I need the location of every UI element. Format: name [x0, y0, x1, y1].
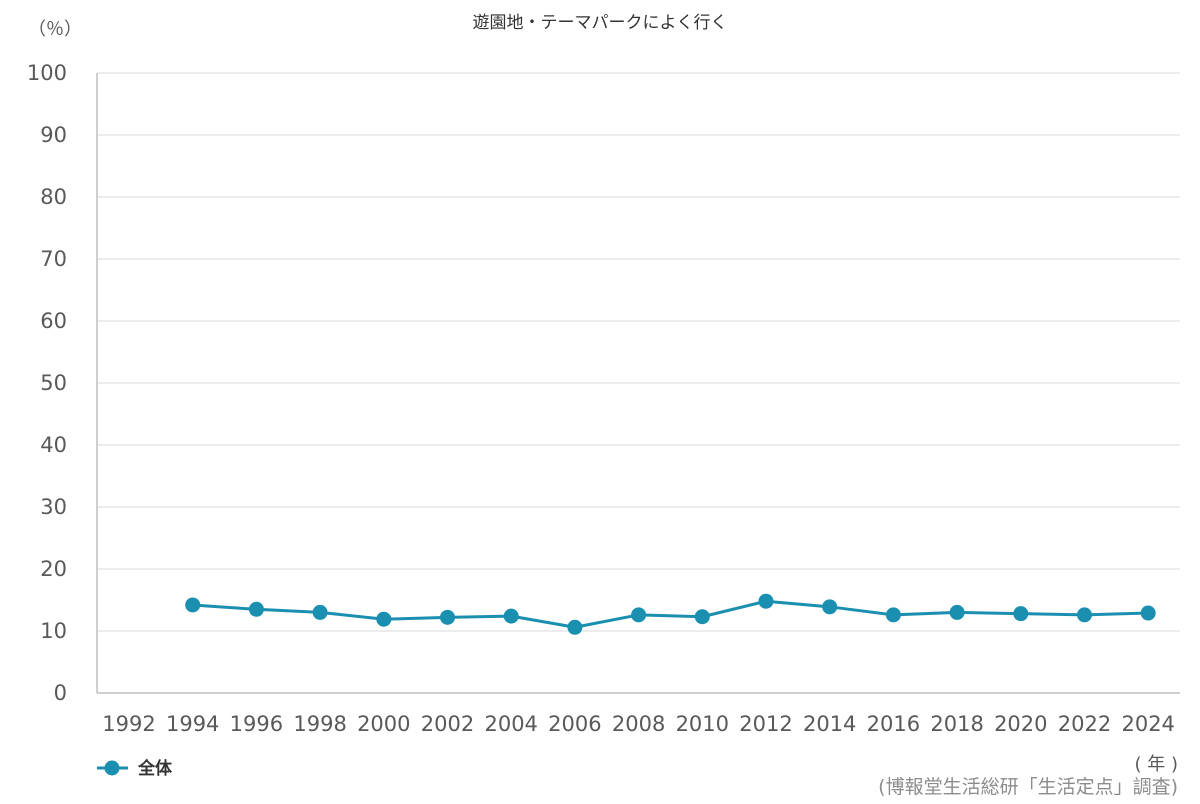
x-tick-label: 1994	[166, 712, 219, 736]
y-tick-label: 60	[40, 309, 67, 333]
data-point	[376, 611, 392, 627]
y-tick-label: 0	[54, 681, 67, 705]
data-point	[822, 599, 838, 615]
y-tick-label: 10	[40, 619, 67, 643]
y-tick-label: 50	[40, 371, 67, 395]
x-axis-ticks: 1992 1994 1996 1998 2000 2002 2004 2006 2008 2010…	[102, 712, 1175, 736]
data-point	[758, 593, 774, 609]
data-point	[694, 609, 710, 625]
data-point	[885, 607, 901, 623]
data-point	[248, 601, 264, 617]
data-point	[567, 619, 583, 635]
y-tick-label: 100	[27, 61, 67, 85]
data-point	[440, 609, 455, 625]
x-tick-label: 2008	[612, 712, 665, 736]
series-line	[192, 599, 1149, 629]
x-tick-label: 2004	[484, 712, 537, 736]
series-layer	[185, 593, 1156, 635]
data-point	[1077, 607, 1092, 623]
y-tick-label: 20	[40, 557, 67, 581]
x-tick-label: 2002	[421, 712, 474, 736]
x-tick-label: 2012	[739, 712, 792, 736]
x-tick-label: 1998	[293, 712, 346, 736]
y-axis-ticks: 0 10 20 30 40 50 60 70 80 90 100	[27, 61, 67, 705]
y-tick-label: 30	[40, 495, 67, 519]
chart-title: 遊園地・テーマパークによく行く	[473, 13, 728, 33]
data-point	[949, 604, 965, 620]
x-axis-unit: ( 年 )	[1135, 754, 1179, 775]
data-point	[312, 604, 328, 620]
x-tick-label: 2020	[994, 712, 1047, 736]
x-tick-label: 2018	[930, 712, 983, 736]
data-point	[1140, 605, 1156, 621]
source-note: (博報堂生活総研「生活定点」調査)	[878, 776, 1178, 798]
y-axis-unit: （％）	[28, 19, 82, 40]
legend-marker-icon	[104, 760, 120, 776]
x-tick-label: 2024	[1121, 712, 1174, 736]
y-tick-label: 80	[40, 185, 67, 209]
x-tick-label: 2010	[676, 712, 729, 736]
x-tick-label: 2022	[1058, 712, 1111, 736]
gridlines	[96, 72, 1180, 694]
data-point	[185, 597, 201, 613]
x-tick-label: 1996	[230, 712, 283, 736]
y-tick-label: 90	[40, 123, 67, 147]
y-tick-label: 40	[40, 433, 67, 457]
x-tick-label: 2006	[548, 712, 601, 736]
data-point	[1013, 606, 1029, 622]
legend: 全体	[97, 758, 173, 779]
x-tick-label: 2014	[803, 712, 856, 736]
y-tick-label: 70	[40, 247, 67, 271]
x-tick-label: 2000	[357, 712, 410, 736]
data-point	[503, 608, 519, 624]
x-tick-label: 2016	[867, 712, 920, 736]
legend-label: 全体	[137, 758, 173, 779]
x-tick-label: 1992	[102, 712, 155, 736]
data-point	[631, 607, 647, 623]
